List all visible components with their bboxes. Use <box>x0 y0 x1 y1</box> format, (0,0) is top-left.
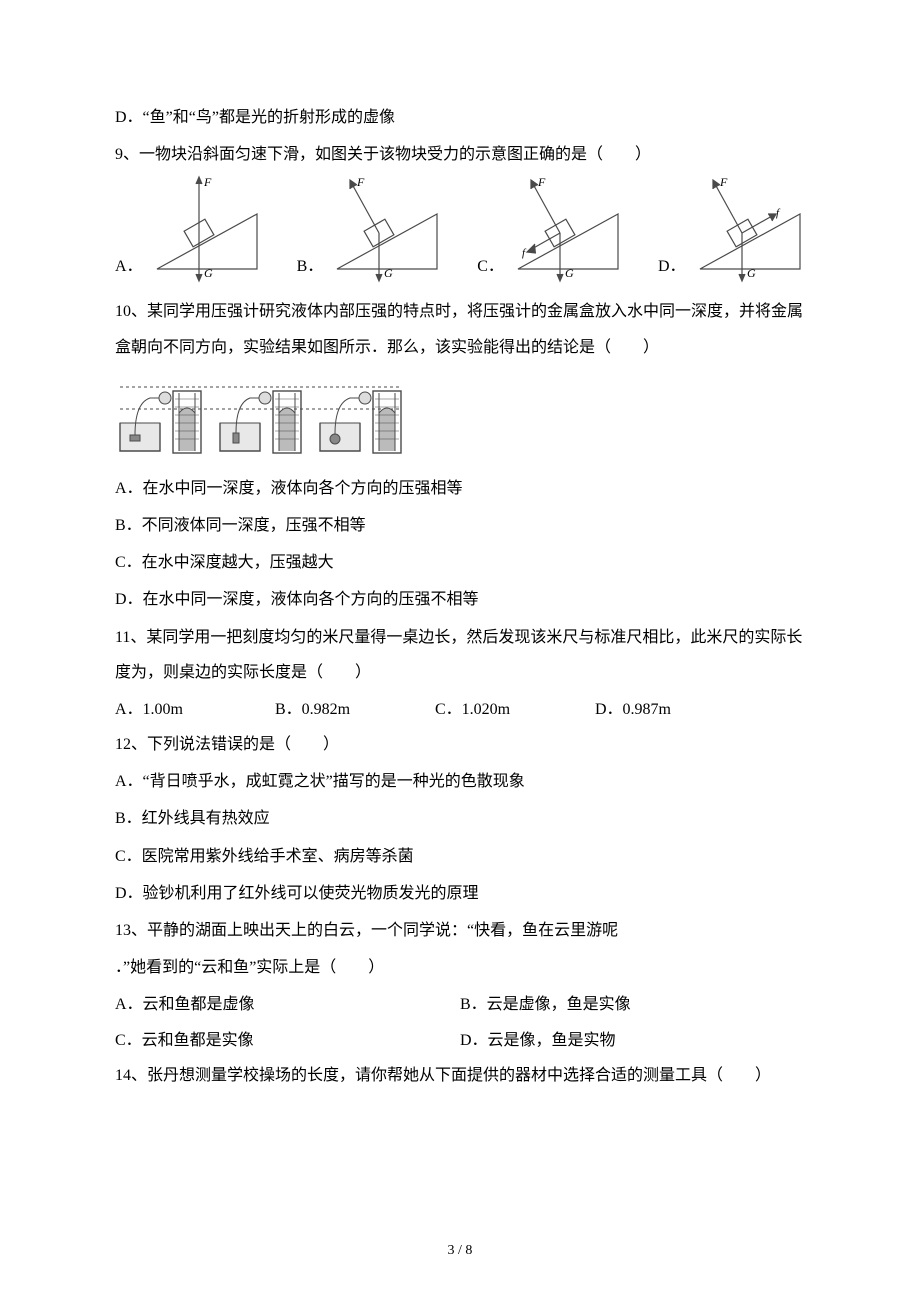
svg-text:G: G <box>384 266 393 280</box>
q9-options-row: A． F G B． F G <box>115 174 805 284</box>
svg-text:G: G <box>565 266 574 280</box>
q9-option-d: D． F G f <box>658 174 810 284</box>
q12-option-c: C．医院常用紫外线给手术室、病房等杀菌 <box>115 839 805 874</box>
q9-diagram-c: F G f <box>508 174 628 284</box>
q13-stem-line2: ．”她看到的“云和鱼”实际上是（ ） <box>115 950 805 985</box>
svg-text:F: F <box>719 175 728 189</box>
q9-a-label: A． <box>115 249 143 284</box>
q10-stem: 10、某同学用压强计研究液体内部压强的特点时，将压强计的金属盒放入水中同一深度，… <box>115 294 805 364</box>
q13-option-c: C．云和鱼都是实像 <box>115 1023 460 1058</box>
q11-option-d: D．0.987m <box>595 692 755 727</box>
q14-stem: 14、张丹想测量学校操场的长度，请你帮她从下面提供的器材中选择合适的测量工具（ … <box>115 1058 805 1093</box>
q13-options-row2: C．云和鱼都是实像 D．云是像，鱼是实物 <box>115 1023 805 1058</box>
q9-diagram-d: F G f <box>690 174 810 284</box>
svg-text:f: f <box>522 247 527 259</box>
q11-option-b: B．0.982m <box>275 692 435 727</box>
q10-experiment-image <box>115 373 805 463</box>
svg-text:F: F <box>203 175 212 189</box>
q10-option-a: A．在水中同一深度，液体向各个方向的压强相等 <box>115 471 805 506</box>
q11-option-a: A．1.00m <box>115 692 275 727</box>
q9-diagram-b: F G <box>327 174 447 284</box>
q10-option-d: D．在水中同一深度，液体向各个方向的压强不相等 <box>115 582 805 617</box>
q13-options-row1: A．云和鱼都是虚像 B．云是虚像，鱼是实像 <box>115 987 805 1022</box>
q12-option-d: D．验钞机利用了红外线可以使荧光物质发光的原理 <box>115 876 805 911</box>
q9-diagram-a: F G <box>147 174 267 284</box>
q8-option-d: D．“鱼”和“鸟”都是光的折射形成的虚像 <box>115 100 805 135</box>
q13-stem-line1: 13、平静的湖面上映出天上的白云，一个同学说：“快看，鱼在云里游呢 <box>115 913 805 948</box>
q13-option-d: D．云是像，鱼是实物 <box>460 1023 805 1058</box>
svg-text:G: G <box>747 266 756 280</box>
q12-stem: 12、下列说法错误的是（ ） <box>115 727 805 762</box>
svg-text:F: F <box>537 175 546 189</box>
svg-text:F: F <box>356 175 365 189</box>
q12-option-b: B．红外线具有热效应 <box>115 801 805 836</box>
q11-options: A．1.00m B．0.982m C．1.020m D．0.987m <box>115 692 805 727</box>
q13-option-b: B．云是虚像，鱼是实像 <box>460 987 805 1022</box>
q10-option-c: C．在水中深度越大，压强越大 <box>115 545 805 580</box>
q9-option-b: B． F G <box>297 174 448 284</box>
q12-option-a: A．“背日喷乎水，成虹霓之状”描写的是一种光的色散现象 <box>115 764 805 799</box>
svg-text:G: G <box>204 266 213 280</box>
q11-option-c: C．1.020m <box>435 692 595 727</box>
q13-option-a: A．云和鱼都是虚像 <box>115 987 460 1022</box>
q10-option-b: B．不同液体同一深度，压强不相等 <box>115 508 805 543</box>
q9-option-a: A． F G <box>115 174 267 284</box>
q11-stem: 11、某同学用一把刻度均匀的米尺量得一桌边长，然后发现该米尺与标准尺相比，此米尺… <box>115 620 805 690</box>
q9-stem: 9、一物块沿斜面匀速下滑，如图关于该物块受力的示意图正确的是（ ） <box>115 137 805 172</box>
q9-option-c: C． F G f <box>477 174 628 284</box>
page-number: 3 / 8 <box>0 1236 920 1267</box>
q9-c-label: C． <box>477 249 504 284</box>
q9-b-label: B． <box>297 249 324 284</box>
svg-text:f: f <box>776 207 781 219</box>
q9-d-label: D． <box>658 249 686 284</box>
